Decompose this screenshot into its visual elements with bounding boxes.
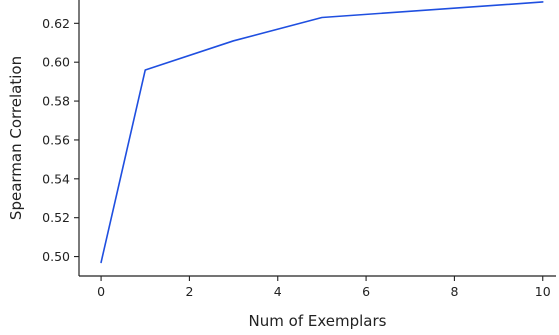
y-tick-label: 0.50: [42, 249, 70, 264]
y-tick-label: 0.58: [42, 94, 70, 109]
x-tick-label: 6: [362, 284, 370, 299]
y-tick-label: 0.60: [42, 55, 70, 70]
series-line: [100, 1, 544, 264]
x-tick-label: 4: [274, 284, 282, 299]
y-axis-label: Spearman Correlation: [7, 56, 25, 220]
x-tick-label: 8: [450, 284, 458, 299]
axes-layer: [78, 0, 556, 277]
x-tick-label: 10: [535, 284, 551, 299]
x-tick-label: 2: [185, 284, 193, 299]
y-tick-label: 0.56: [42, 132, 70, 147]
y-ticks: 0.50 0.52 0.54 0.56 0.58 0.60 0.62: [42, 16, 79, 264]
x-tick-label: 0: [97, 284, 105, 299]
y-tick-label: 0.54: [42, 171, 70, 186]
y-tick-label: 0.62: [42, 16, 70, 31]
x-axis-label: Num of Exemplars: [249, 312, 387, 330]
y-tick-label: 0.52: [42, 210, 70, 225]
series-layer: [100, 1, 544, 264]
x-ticks: 0 2 4 6 8 10: [97, 276, 551, 299]
